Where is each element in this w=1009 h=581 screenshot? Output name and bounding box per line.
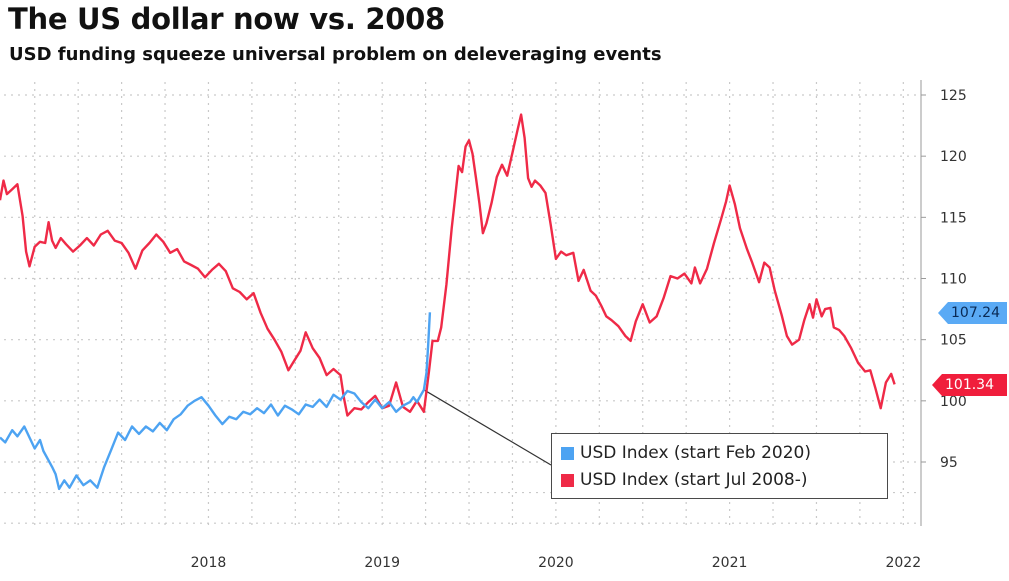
y-axis-ticks: 95 100 105 110 115 120 125	[921, 88, 967, 471]
series-line-blue	[0, 312, 432, 491]
legend-item-red: USD Index (start Jul 2008-)	[561, 470, 808, 490]
legend-label-red: USD Index (start Jul 2008-)	[580, 470, 808, 490]
chart-title: The US dollar now vs. 2008	[8, 2, 445, 36]
legend-item-blue: USD Index (start Feb 2020)	[561, 443, 811, 463]
x-tick-label: 2018	[191, 555, 227, 571]
x-axis-ticks: 2018 2019 2020 2021 2022	[191, 555, 921, 571]
legend: USD Index (start Feb 2020) USD Index (st…	[551, 433, 888, 499]
y-tick-label: 125	[940, 88, 967, 104]
legend-leader-line	[423, 389, 552, 466]
series-line-red	[0, 113, 896, 417]
series-layer	[0, 113, 896, 491]
legend-swatch-red	[561, 473, 574, 487]
grid-lines	[4, 82, 918, 526]
y-tick-label: 115	[940, 210, 967, 226]
x-tick-label: 2019	[364, 555, 400, 571]
x-tick-label: 2021	[712, 555, 748, 571]
red-last-value-tag: 101.34	[932, 374, 1007, 396]
y-tick-label: 100	[940, 394, 967, 410]
y-tick-label: 110	[940, 272, 967, 288]
legend-swatch-blue	[561, 446, 574, 460]
y-tick-label: 95	[940, 455, 958, 471]
x-tick-label: 2022	[885, 555, 921, 571]
chart-subtitle: USD funding squeeze universal problem on…	[9, 44, 662, 65]
y-tick-label: 120	[940, 149, 967, 165]
x-tick-label: 2020	[538, 555, 574, 571]
legend-label-blue: USD Index (start Feb 2020)	[580, 443, 811, 463]
blue-last-value-tag: 107.24	[938, 302, 1007, 324]
y-tick-label: 105	[940, 333, 967, 349]
